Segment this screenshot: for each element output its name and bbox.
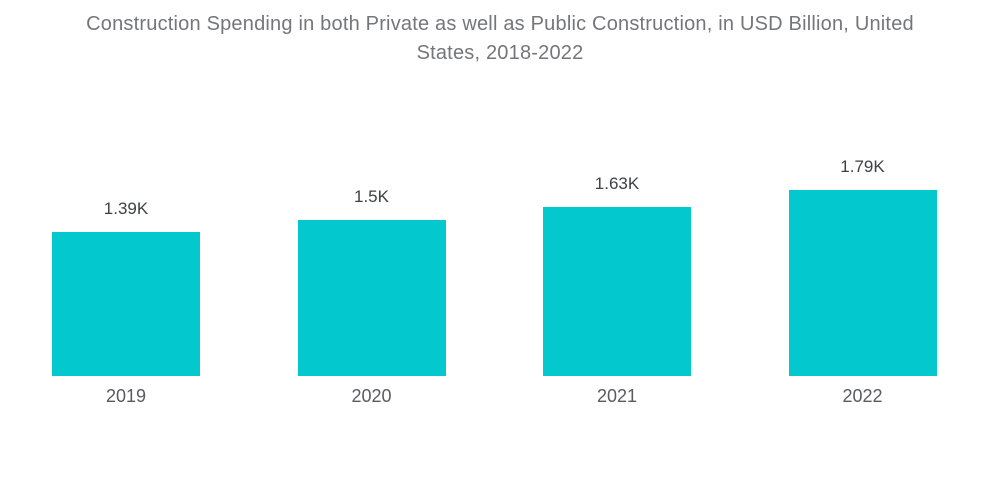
x-axis-label-2019: 2019 xyxy=(105,386,147,406)
bar-value-label-2020: 1.5K xyxy=(354,187,389,206)
bar-2020 xyxy=(297,220,446,376)
bar-2019 xyxy=(52,232,200,376)
chart-title: Construction Spending in both Private as… xyxy=(20,10,980,68)
chart-title-line-2: States, 2018-2022 xyxy=(416,42,584,64)
chart-title-line-1: Construction Spending in both Private as… xyxy=(86,13,914,35)
bar-2022 xyxy=(788,190,937,376)
x-axis-label-2020: 2020 xyxy=(351,386,392,406)
bar-value-label-2022: 1.79K xyxy=(840,157,885,176)
bar-2021 xyxy=(543,207,691,376)
bar-value-label-2021: 1.63K xyxy=(594,174,640,193)
x-axis-label-2022: 2022 xyxy=(842,386,883,406)
x-axis-label-2021: 2021 xyxy=(596,386,638,406)
bar-value-label-2019: 1.39K xyxy=(103,199,149,218)
